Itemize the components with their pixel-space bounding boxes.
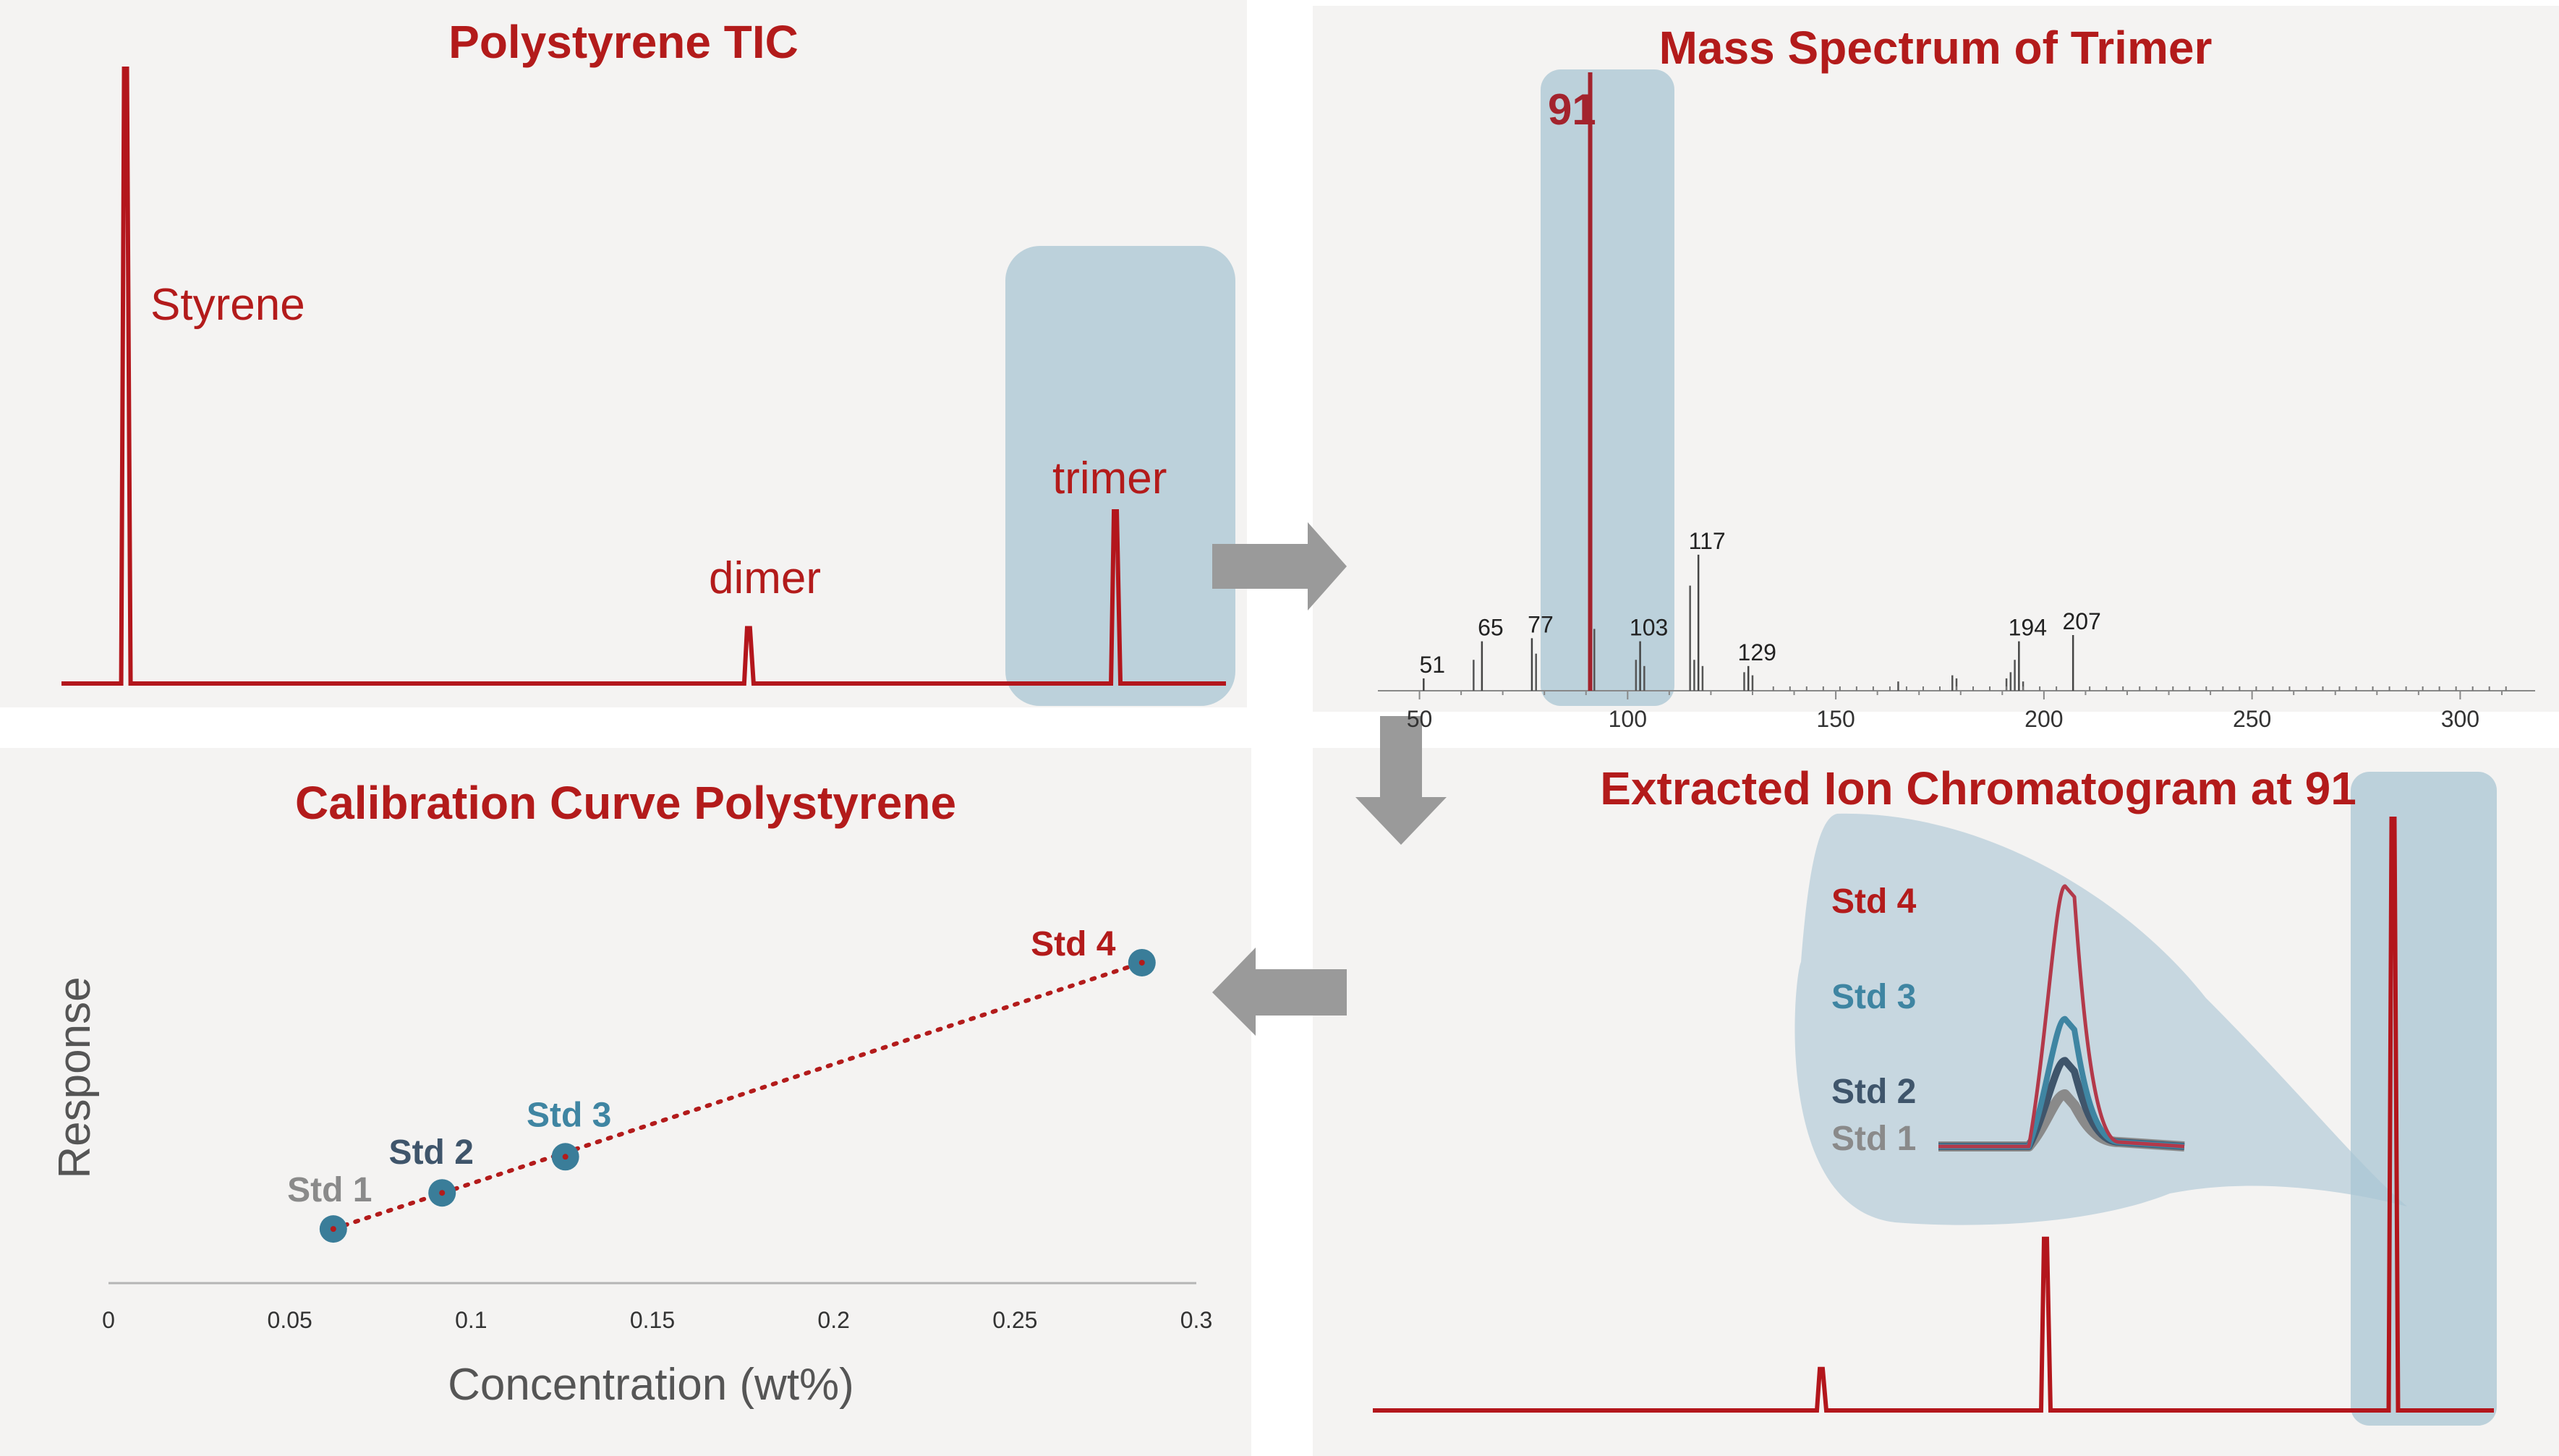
cal-tick-label: 0.2 — [817, 1307, 849, 1333]
cal-point-center — [1138, 959, 1145, 966]
arrow-left-icon — [1212, 948, 1347, 1036]
cal-tick-label: 0.05 — [268, 1307, 312, 1333]
cal-point-label: Std 4 — [1031, 925, 1116, 963]
ms-peak-label: 103 — [1630, 615, 1668, 641]
styrene-label: Styrene — [150, 280, 305, 330]
eic-title: Extracted Ion Chromatogram at 91 — [1600, 762, 2356, 814]
ms-tick-label: 150 — [1816, 706, 1855, 732]
arrow-down-icon — [1355, 716, 1447, 845]
tic-trace — [61, 67, 1226, 686]
trimer-highlight — [1005, 246, 1235, 706]
cal-point-label: Std 2 — [389, 1133, 474, 1172]
cal-tick-label: 0.3 — [1180, 1307, 1212, 1333]
ms-title: Mass Spectrum of Trimer — [1659, 22, 2213, 74]
eic-inset-label: Std 3 — [1831, 978, 1916, 1016]
dimer-label: dimer — [709, 553, 821, 603]
base-peak-highlight — [1541, 69, 1674, 706]
ms-peak-label: 77 — [1528, 611, 1554, 637]
cal-ylabel: Response — [50, 976, 100, 1178]
ms-peak-label: 207 — [2062, 608, 2100, 634]
cal-point-center — [562, 1154, 569, 1160]
ms-peak-label: 194 — [2009, 615, 2047, 641]
eic-inset: Std 4 Std 3 Std 2 Std 1 — [1831, 882, 2185, 1158]
ms-tick-label: 200 — [2024, 706, 2063, 732]
ms-x-axis: 50 100 150 200 250 300 — [1378, 690, 2535, 732]
cal-tick-label: 0.1 — [455, 1307, 487, 1333]
ms-tick-label: 300 — [2441, 706, 2479, 732]
ms-tick-label: 50 — [1407, 706, 1433, 732]
eic-peak-highlight — [2351, 772, 2497, 1426]
ms-tick-label: 100 — [1609, 706, 1647, 732]
base-peak-label: 91 — [1548, 85, 1596, 134]
cal-point-label: Std 3 — [527, 1096, 611, 1134]
cal-tick-label: 0.25 — [992, 1307, 1037, 1333]
tic-title: Polystyrene TIC — [448, 16, 799, 68]
cal-tick-label: 0.15 — [630, 1307, 675, 1333]
cal-x-ticks: 0 0.05 0.1 0.15 0.2 0.25 0.3 — [102, 1307, 1212, 1333]
ms-peak-label: 51 — [1420, 652, 1446, 678]
eic-trace — [1373, 817, 2494, 1413]
arrow-right-icon — [1212, 522, 1347, 610]
eic-inset-trace — [1938, 1016, 2185, 1149]
ms-peaks: 51 65 77 103 117 129 194 207 — [1420, 72, 2507, 691]
eic-inset-trace — [1938, 884, 2185, 1149]
trimer-label: trimer — [1052, 454, 1167, 503]
ms-peak-label: 117 — [1689, 528, 1726, 554]
eic-inset-label: Std 4 — [1831, 882, 1917, 921]
cal-point-center — [330, 1226, 336, 1233]
calibration-panel — [0, 748, 1251, 1456]
cal-point-label: Std 1 — [287, 1171, 372, 1209]
mass-spectrum-panel — [1313, 6, 2559, 712]
cal-xlabel: Concentration (wt%) — [448, 1360, 854, 1410]
ms-peak-label: 65 — [1478, 615, 1504, 641]
ms-tick-label: 250 — [2233, 706, 2271, 732]
cal-fit-line — [331, 960, 1144, 1232]
cal-tick-label: 0 — [102, 1307, 115, 1333]
eic-inset-label: Std 1 — [1831, 1120, 1916, 1158]
eic-inset-bubble — [1794, 813, 2407, 1225]
cal-plot-area: Std 1 Std 2 Std 3 Std 4 — [287, 925, 1156, 1243]
cal-point-center — [439, 1190, 446, 1196]
eic-inset-label: Std 2 — [1831, 1073, 1916, 1111]
cal-title: Calibration Curve Polystyrene — [295, 777, 956, 829]
ms-peak-label: 129 — [1738, 639, 1776, 665]
